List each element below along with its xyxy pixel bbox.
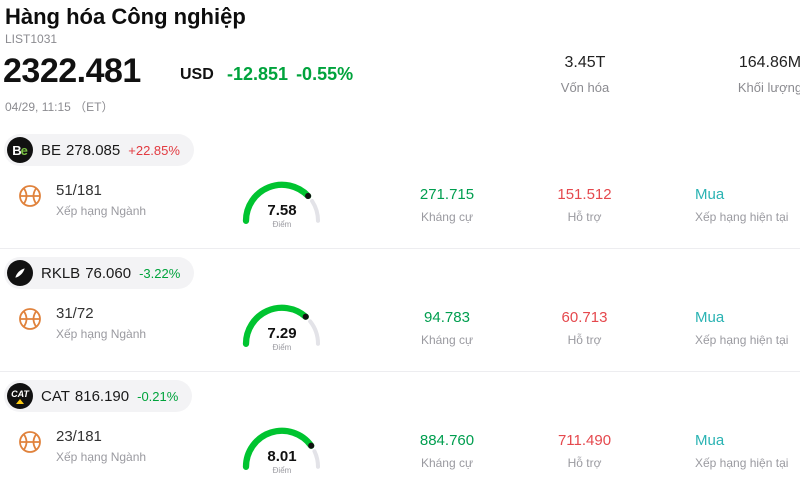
stock-row-rklb: RKLB 76.060 -3.22% 31/72 Xếp hạng Ngành 7…	[0, 248, 800, 371]
stock-change-percent: -0.21%	[137, 388, 179, 404]
ticker: BE	[41, 141, 62, 159]
rank-value: 51/181	[56, 182, 102, 199]
ticker-and-price: CAT 816.190	[41, 388, 129, 405]
support-value: 60.713	[561, 309, 608, 326]
support-value: 711.490	[557, 432, 612, 449]
score-value: 7.58	[267, 202, 297, 219]
market-cap-value: 3.45T	[564, 54, 606, 71]
rank-label: Xếp hạng Ngành	[56, 204, 147, 218]
industry-rank: 31/72 Xếp hạng Ngành	[16, 305, 146, 341]
page-header: Hàng hóa Công nghiệp LIST1031	[0, 0, 800, 46]
change-value: -12.851	[227, 64, 289, 84]
rating-label: Xếp hạng hiện tại	[695, 210, 789, 224]
gauge-arc	[242, 427, 321, 470]
market-cap-stat: 3.45T Vốn hóa	[520, 54, 650, 95]
rating-value[interactable]: Mua	[695, 309, 725, 326]
industry-rank-icon	[19, 185, 41, 207]
stock-change-percent: +22.85%	[128, 142, 180, 158]
support-label: Hỗ trợ	[567, 333, 602, 347]
rating-label: Xếp hạng hiện tại	[695, 456, 789, 470]
list-id: LIST1031	[5, 32, 58, 46]
rank-value: 31/72	[56, 305, 94, 322]
rocket-lab-logo	[7, 260, 33, 286]
ticker-and-price: BE 278.085	[41, 142, 120, 159]
support-col: 60.713 Hỗ trợ	[532, 309, 637, 347]
score-gauge: 7.29 Điểm	[237, 297, 327, 361]
score-gauge: 8.01 Điểm	[237, 420, 327, 484]
resistance-value: 94.783	[424, 309, 470, 326]
gauge-arc	[242, 304, 321, 347]
logo-letter: e	[20, 142, 28, 158]
resistance-value: 884.760	[419, 432, 475, 449]
rank-value: 23/181	[56, 428, 102, 445]
index-quote: 2322.481 USD -12.851 -0.55% 04/29, 11:15 …	[0, 46, 800, 126]
ticker-and-price: RKLB 76.060	[41, 265, 131, 282]
resistance-label: Kháng cự	[420, 210, 474, 224]
market-cap-label: Vốn hóa	[560, 80, 610, 95]
score-gauge: 7.58 Điểm	[237, 174, 327, 238]
score-label: Điểm	[272, 466, 292, 475]
index-price: 2322.481	[3, 52, 141, 90]
industry-rank-icon	[19, 431, 41, 453]
resistance-label: Kháng cự	[420, 456, 474, 470]
support-label: Hỗ trợ	[567, 456, 602, 470]
stock-pill-cat[interactable]: CAT CAT 816.190 -0.21%	[4, 380, 193, 412]
score-value: 8.01	[267, 448, 297, 465]
score-label: Điểm	[272, 220, 292, 229]
currency-label: USD	[180, 66, 214, 83]
cat-triangle-icon	[16, 399, 24, 404]
rating-col: Mua Xếp hạng hiện tại	[695, 432, 800, 470]
industry-rank: 23/181 Xếp hạng Ngành	[16, 428, 146, 464]
ticker: CAT	[41, 387, 70, 405]
caterpillar-logo: CAT	[7, 383, 33, 409]
resistance-col: 271.715 Kháng cự	[392, 186, 502, 224]
gauge-arc	[242, 181, 321, 224]
quote-datetime: 04/29, 11:15 （ET）	[5, 100, 114, 114]
logo-text: CAT	[11, 388, 29, 399]
stock-pill-rklb[interactable]: RKLB 76.060 -3.22%	[4, 257, 195, 289]
rating-col: Mua Xếp hạng hiện tại	[695, 309, 800, 347]
rating-label: Xếp hạng hiện tại	[695, 333, 789, 347]
resistance-col: 884.760 Kháng cự	[392, 432, 502, 470]
volume-label: Khối lượng	[737, 80, 800, 95]
support-col: 151.512 Hỗ trợ	[532, 186, 637, 224]
score-value: 7.29	[267, 325, 297, 342]
rocket-icon	[15, 268, 25, 278]
resistance-label: Kháng cự	[420, 333, 474, 347]
industry-rank: 51/181 Xếp hạng Ngành	[16, 182, 146, 218]
volume-value: 164.86M	[738, 54, 800, 71]
stock-change-percent: -3.22%	[139, 265, 181, 281]
score-label: Điểm	[272, 343, 292, 352]
support-label: Hỗ trợ	[567, 210, 602, 224]
rating-value[interactable]: Mua	[695, 186, 725, 203]
logo-letter: B	[12, 142, 22, 158]
resistance-value: 271.715	[419, 186, 475, 203]
resistance-col: 94.783 Kháng cự	[392, 309, 502, 347]
industry-rank-icon	[19, 308, 41, 330]
stock-row-cat: CAT CAT 816.190 -0.21% 23/181 Xếp hạng Ng…	[0, 371, 800, 494]
stock-price: 278.085	[66, 141, 121, 159]
rating-col: Mua Xếp hạng hiện tại	[695, 186, 800, 224]
rating-value[interactable]: Mua	[695, 432, 725, 449]
support-value: 151.512	[557, 186, 612, 203]
ticker: RKLB	[41, 264, 81, 282]
stock-price: 76.060	[85, 264, 132, 282]
index-change: -12.851 -0.55%	[227, 64, 361, 85]
rank-label: Xếp hạng Ngành	[56, 450, 147, 464]
stock-price: 816.190	[74, 387, 130, 405]
volume-stat: 164.86M Khối lượng	[700, 54, 800, 95]
page-title: Hàng hóa Công nghiệp	[5, 4, 246, 29]
support-col: 711.490 Hỗ trợ	[532, 432, 637, 470]
change-percent: -0.55%	[296, 64, 354, 84]
rank-label: Xếp hạng Ngành	[56, 327, 147, 341]
